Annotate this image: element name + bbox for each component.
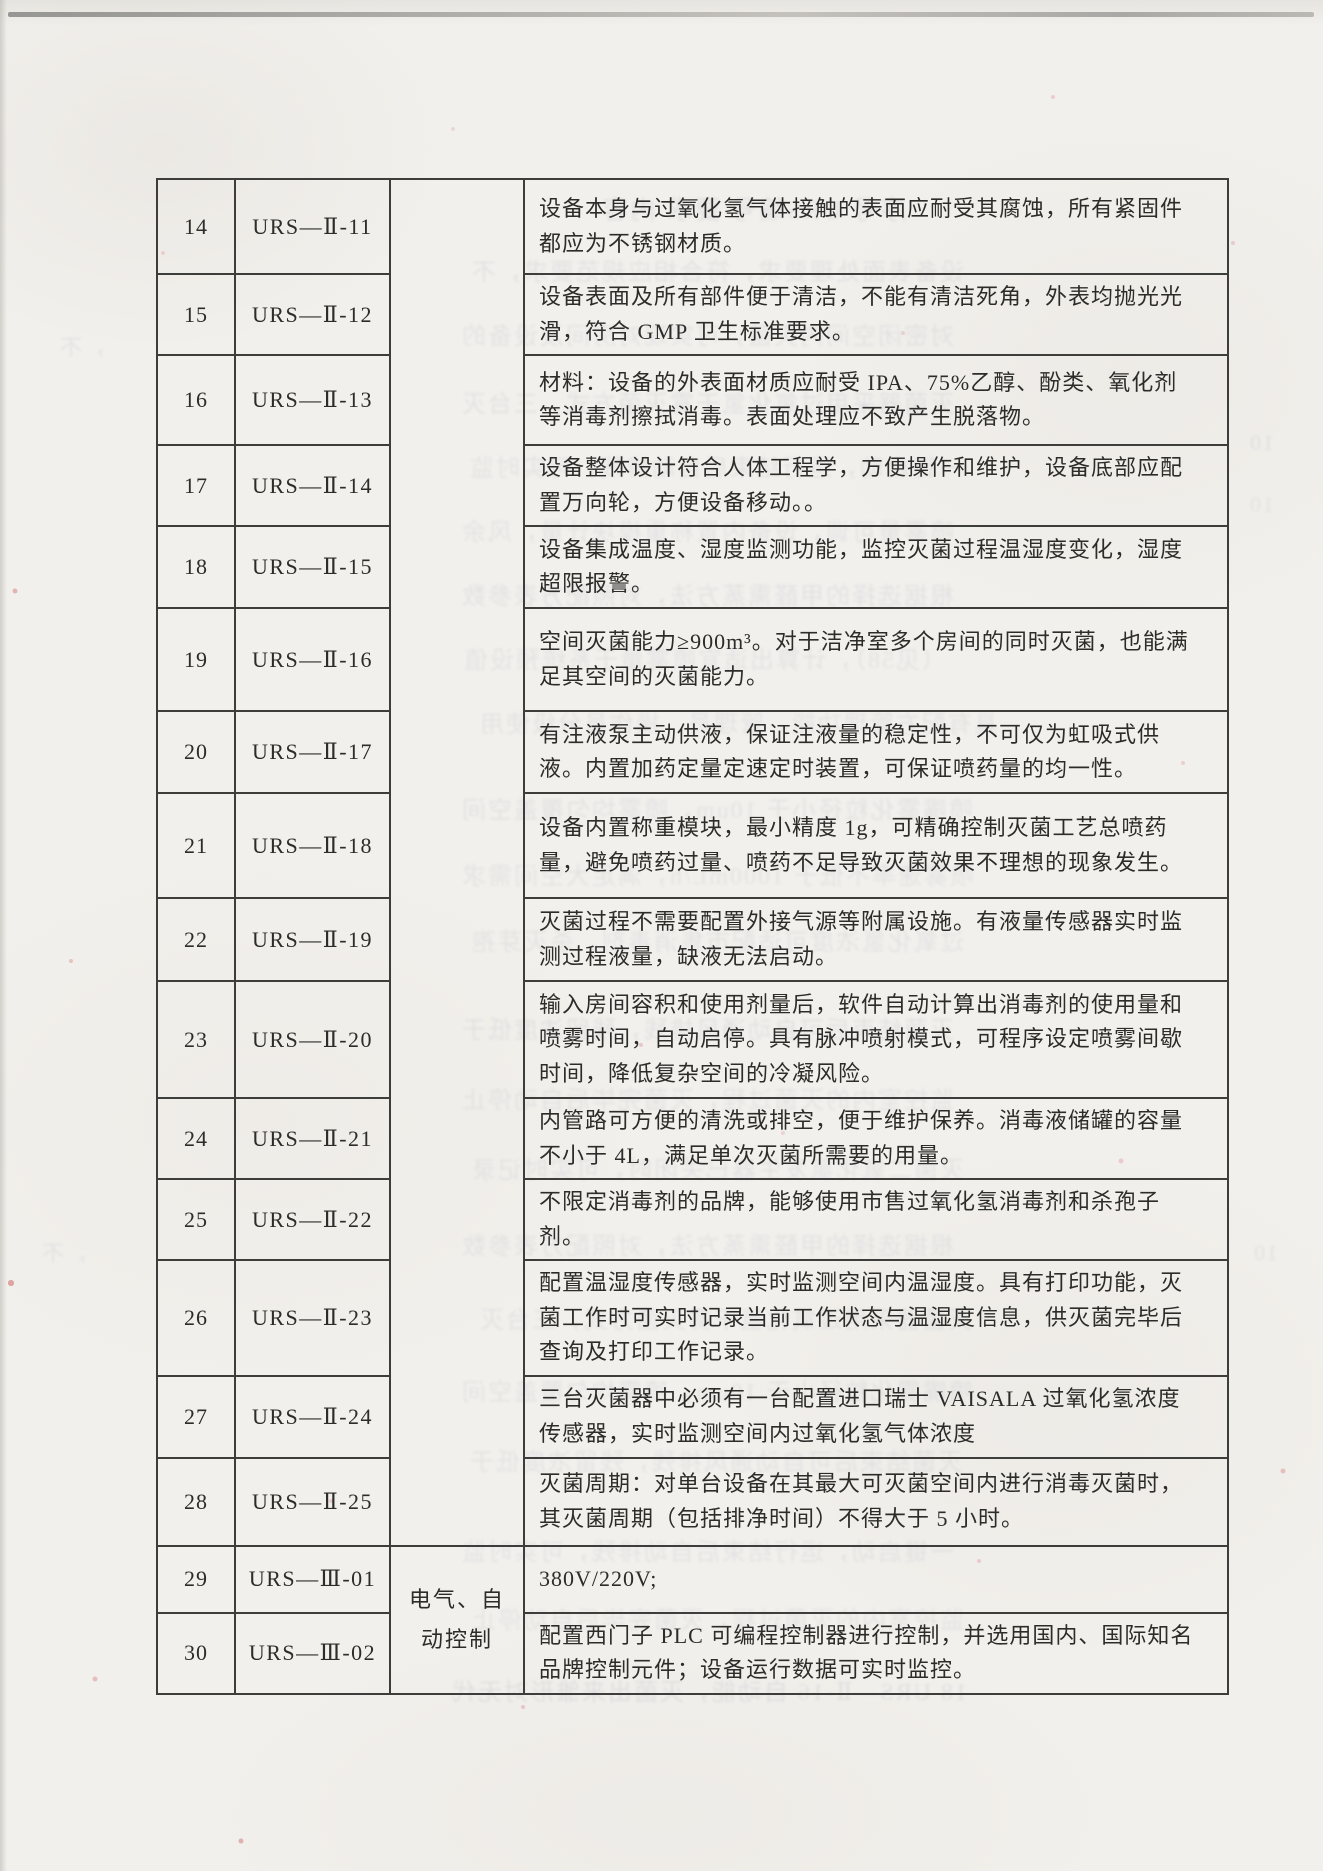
urs-code: URS—Ⅱ-14 [234, 444, 391, 527]
row-number: 23 [156, 980, 236, 1099]
category-cell: 电气、自动控制 [389, 1544, 525, 1695]
requirement-content: 输入房间容积和使用剂量后，软件自动计算出消毒剂的使用量和喷雾时间，自动启停。具有… [523, 980, 1229, 1099]
table-row: 15 URS—Ⅱ-12 设备表面及所有部件便于清洁，不能有清洁死角，外表均抛光光滑，… [156, 273, 1229, 356]
table-row: 16 URS—Ⅱ-13 材料：设备的外表面材质应耐受 IPA、75%乙醇、酚类、氧化… [156, 354, 1229, 446]
bleedthrough-text: ，不 [58, 335, 107, 360]
requirement-content: 材料：设备的外表面材质应耐受 IPA、75%乙醇、酚类、氧化剂等消毒剂擦拭消毒。… [523, 354, 1229, 446]
table-row: 29 URS—Ⅲ-01 电气、自动控制 380V/220V; [156, 1544, 1229, 1695]
table-row: 14 URS—Ⅱ-11 设备本身与过氧化氢气体接触的表面应耐受其腐蚀，所有紧固件都应… [156, 178, 1229, 1547]
requirement-content: 配置西门子 PLC 可编程控制器进行控制，并选用国内、国际知名品牌控制元件；设备… [523, 1611, 1229, 1695]
row-number: 28 [156, 1456, 236, 1547]
row-number: 17 [156, 444, 236, 527]
table-row: 18 URS—Ⅱ-15 设备集成温度、湿度监测功能，监控灭菌过程温湿度变化，湿度超限… [156, 525, 1229, 609]
requirement-content: 设备整体设计符合人体工程学，方便操作和维护，设备底部应配置万向轮，方便设备移动。… [523, 444, 1229, 527]
requirement-content: 空间灭菌能力≥900m³。对于洁净室多个房间的同时灭菌，也能满足其空间的灭菌能力… [523, 607, 1229, 712]
urs-code: URS—Ⅱ-15 [234, 525, 391, 609]
bleedthrough-text: 10 [1248, 492, 1274, 517]
table-row: 27 URS—Ⅱ-24 三台灭菌器中必须有一台配置进口瑞士 VAISALA 过氧化氢… [156, 1374, 1229, 1459]
urs-code: URS—Ⅱ-25 [234, 1456, 391, 1547]
row-number: 19 [156, 607, 236, 712]
urs-table-body: 14 URS—Ⅱ-11 设备本身与过氧化氢气体接触的表面应耐受其腐蚀，所有紧固件都应… [156, 178, 1229, 1695]
row-number: 22 [156, 897, 236, 982]
urs-code: URS—Ⅱ-22 [234, 1178, 391, 1261]
urs-code: URS—Ⅲ-02 [234, 1611, 391, 1695]
row-number: 25 [156, 1178, 236, 1261]
table-row: 24 URS—Ⅱ-21 内管路可方便的清洗或排空，便于维护保养。消毒液储罐的容量不小… [156, 1097, 1229, 1180]
scanner-edge-shadow [0, 0, 7, 1871]
urs-code: URS—Ⅱ-16 [234, 607, 391, 712]
bleedthrough-text: 10 [1252, 1240, 1278, 1265]
scan-noise-specks [0, 0, 2, 2]
requirement-content: 灭菌过程不需要配置外接气源等附属设施。有液量传感器实时监测过程液量，缺液无法启动… [523, 897, 1229, 982]
table-row: 23 URS—Ⅱ-20 输入房间容积和使用剂量后，软件自动计算出消毒剂的使用量和喷雾… [156, 980, 1229, 1099]
table-row: 25 URS—Ⅱ-22 不限定消毒剂的品牌，能够使用市售过氧化氢消毒剂和杀孢子剂。 [156, 1178, 1229, 1261]
requirement-content: 配置温湿度传感器，实时监测空间内温湿度。具有打印功能，灭菌工作时可实时记录当前工… [523, 1259, 1229, 1377]
requirement-content: 内管路可方便的清洗或排空，便于维护保养。消毒液储罐的容量不小于 4L，满足单次灭… [523, 1097, 1229, 1180]
row-number: 29 [156, 1544, 236, 1614]
urs-code: URS—Ⅱ-24 [234, 1374, 391, 1459]
row-number: 30 [156, 1611, 236, 1695]
row-number: 20 [156, 710, 236, 794]
urs-code: URS—Ⅱ-23 [234, 1259, 391, 1377]
requirement-content: 不限定消毒剂的品牌，能够使用市售过氧化氢消毒剂和杀孢子剂。 [523, 1178, 1229, 1261]
urs-code: URS—Ⅱ-18 [234, 792, 391, 899]
urs-code: URS—Ⅱ-11 [234, 178, 391, 275]
row-number: 27 [156, 1374, 236, 1459]
table-row: 22 URS—Ⅱ-19 灭菌过程不需要配置外接气源等附属设施。有液量传感器实时监测过… [156, 897, 1229, 982]
row-number: 26 [156, 1259, 236, 1377]
scanner-edge-artifact [8, 12, 1314, 17]
urs-code: URS—Ⅱ-19 [234, 897, 391, 982]
row-number: 18 [156, 525, 236, 609]
table-row: 30 URS—Ⅲ-02 配置西门子 PLC 可编程控制器进行控制，并选用国内、国际知… [156, 1611, 1229, 1695]
urs-code: URS—Ⅱ-13 [234, 354, 391, 446]
table-row: 21 URS—Ⅱ-18 设备内置称重模块，最小精度 1g，可精确控制灭菌工艺总喷药量… [156, 792, 1229, 899]
table-row: 17 URS—Ⅱ-14 设备整体设计符合人体工程学，方便操作和维护，设备底部应配置万… [156, 444, 1229, 527]
urs-code: URS—Ⅲ-01 [234, 1544, 391, 1614]
bleedthrough-text: 10 [1248, 430, 1274, 455]
urs-code: URS—Ⅱ-12 [234, 273, 391, 356]
requirement-content: 三台灭菌器中必须有一台配置进口瑞士 VAISALA 过氧化氢浓度传感器，实时监测… [523, 1374, 1229, 1459]
table-row: 19 URS—Ⅱ-16 空间灭菌能力≥900m³。对于洁净室多个房间的同时灭菌，也能… [156, 607, 1229, 712]
requirement-content: 设备表面及所有部件便于清洁，不能有清洁死角，外表均抛光光滑，符合 GMP 卫生标… [523, 273, 1229, 356]
requirement-content: 设备内置称重模块，最小精度 1g，可精确控制灭菌工艺总喷药量，避免喷药过量、喷药… [523, 792, 1229, 899]
table-row: 20 URS—Ⅱ-17 有注液泵主动供液，保证注液量的稳定性，不可仅为虹吸式供液。内… [156, 710, 1229, 794]
requirement-content: 设备集成温度、湿度监测功能，监控灭菌过程温湿度变化，湿度超限报警。 [523, 525, 1229, 609]
row-number: 24 [156, 1097, 236, 1180]
bleedthrough-text: ，不 [40, 1241, 89, 1266]
urs-code: URS—Ⅱ-17 [234, 710, 391, 794]
table-row: 28 URS—Ⅱ-25 灭菌周期：对单台设备在其最大可灭菌空间内进行消毒灭菌时，其灭… [156, 1456, 1229, 1547]
requirement-content: 灭菌周期：对单台设备在其最大可灭菌空间内进行消毒灭菌时，其灭菌周期（包括排净时间… [523, 1456, 1229, 1547]
urs-code: URS—Ⅱ-20 [234, 980, 391, 1099]
requirement-content: 设备本身与过氧化氢气体接触的表面应耐受其腐蚀，所有紧固件都应为不锈钢材质。 [523, 178, 1229, 275]
row-number: 15 [156, 273, 236, 356]
urs-requirements-table: 14 URS—Ⅱ-11 设备本身与过氧化氢气体接触的表面应耐受其腐蚀，所有紧固件都应… [156, 178, 1229, 1695]
requirement-content: 有注液泵主动供液，保证注液量的稳定性，不可仅为虹吸式供液。内置加药定量定速定时装… [523, 710, 1229, 794]
urs-code: URS—Ⅱ-21 [234, 1097, 391, 1180]
row-number: 14 [156, 178, 236, 275]
table-row: 26 URS—Ⅱ-23 配置温湿度传感器，实时监测空间内温湿度。具有打印功能，灭菌工… [156, 1259, 1229, 1377]
requirement-content: 380V/220V; [523, 1544, 1229, 1614]
row-number: 21 [156, 792, 236, 899]
category-cell [389, 178, 525, 1547]
row-number: 16 [156, 354, 236, 446]
